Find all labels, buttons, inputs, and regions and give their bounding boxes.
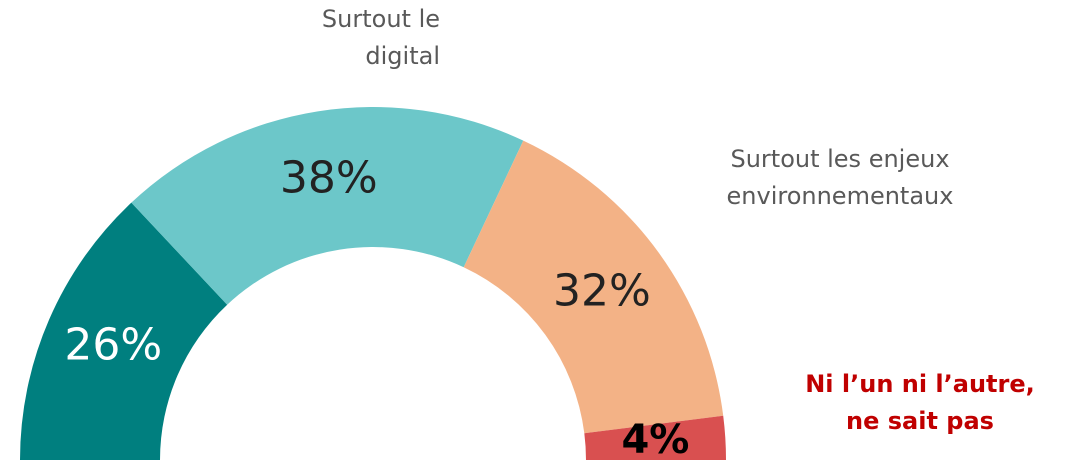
value-label: 4% [621, 417, 689, 463]
category-label: Ni l’un ni l’autre, ne sait pas [805, 370, 1035, 435]
value-label: 26% [64, 320, 162, 371]
segment [584, 415, 726, 460]
category-label: Surtout le digital [322, 5, 440, 70]
category-label: Surtout les enjeux environnementaux [727, 145, 954, 210]
category-label-line: ne sait pas [846, 407, 994, 435]
segment [20, 202, 228, 460]
category-label-line: Surtout les enjeux [730, 145, 949, 173]
category-label-line: environnementaux [727, 182, 954, 210]
value-label: 32% [553, 266, 651, 317]
category-label-line: Surtout le [322, 5, 440, 33]
category-label-line: Ni l’un ni l’autre, [805, 370, 1035, 398]
value-label: 38% [280, 152, 378, 203]
category-label-line: digital [365, 42, 440, 70]
segment [131, 107, 524, 305]
segment [463, 140, 724, 434]
